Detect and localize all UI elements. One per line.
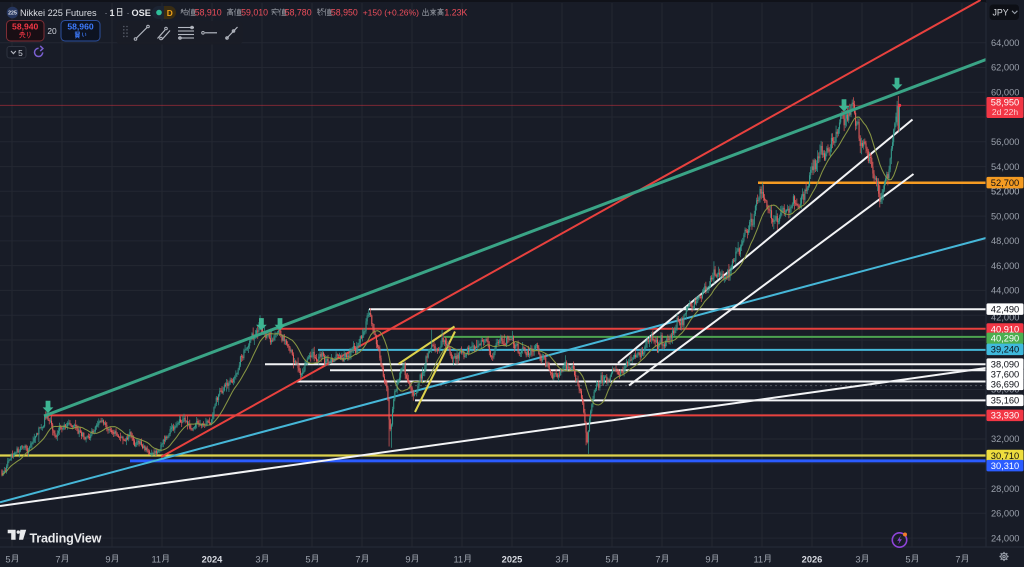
svg-text:50,000: 50,000 bbox=[991, 211, 1019, 221]
svg-text:42,000: 42,000 bbox=[991, 312, 1019, 322]
svg-text:11: 11 bbox=[753, 555, 763, 565]
svg-text:59,010: 59,010 bbox=[241, 8, 268, 18]
svg-text:60,000: 60,000 bbox=[991, 87, 1019, 97]
svg-text:·: · bbox=[127, 8, 130, 18]
svg-text:58,940: 58,940 bbox=[12, 22, 39, 32]
svg-text:2d 22h: 2d 22h bbox=[992, 107, 1019, 117]
svg-text:40,910: 40,910 bbox=[991, 324, 1019, 334]
svg-text:5: 5 bbox=[305, 555, 310, 565]
svg-text:64,000: 64,000 bbox=[991, 38, 1019, 48]
svg-text:28,000: 28,000 bbox=[991, 484, 1019, 494]
svg-text:11: 11 bbox=[453, 555, 463, 565]
svg-text:44,000: 44,000 bbox=[991, 286, 1019, 296]
svg-text:26,000: 26,000 bbox=[991, 509, 1019, 519]
svg-text:D: D bbox=[167, 8, 173, 18]
svg-text:2025: 2025 bbox=[502, 555, 523, 565]
svg-text:52,000: 52,000 bbox=[991, 187, 1019, 197]
svg-text:3: 3 bbox=[255, 555, 260, 565]
svg-text:48,000: 48,000 bbox=[991, 236, 1019, 246]
svg-text:35,160: 35,160 bbox=[991, 396, 1019, 406]
svg-text:58,780: 58,780 bbox=[285, 8, 312, 18]
svg-text:52,700: 52,700 bbox=[991, 178, 1019, 188]
svg-text:9: 9 bbox=[705, 555, 710, 565]
svg-text:46,000: 46,000 bbox=[991, 261, 1019, 271]
svg-text:24,000: 24,000 bbox=[991, 533, 1019, 543]
svg-text:9: 9 bbox=[405, 555, 410, 565]
svg-text:·: · bbox=[105, 8, 108, 18]
svg-text:5: 5 bbox=[905, 555, 910, 565]
svg-text:+150 (+0.26%): +150 (+0.26%) bbox=[363, 8, 419, 18]
svg-text:38,090: 38,090 bbox=[991, 360, 1019, 370]
svg-text:62,000: 62,000 bbox=[991, 63, 1019, 73]
svg-text:2024: 2024 bbox=[202, 555, 224, 565]
svg-text:7: 7 bbox=[655, 555, 660, 565]
svg-text:58,950: 58,950 bbox=[991, 98, 1019, 108]
svg-text:58,910: 58,910 bbox=[195, 8, 222, 18]
svg-text:54,000: 54,000 bbox=[991, 162, 1019, 172]
svg-text:56,000: 56,000 bbox=[991, 137, 1019, 147]
svg-text:7: 7 bbox=[955, 555, 960, 565]
svg-text:11: 11 bbox=[151, 555, 161, 565]
svg-text:5: 5 bbox=[605, 555, 610, 565]
svg-text:3: 3 bbox=[855, 555, 860, 565]
svg-text:3: 3 bbox=[555, 555, 560, 565]
svg-text:1: 1 bbox=[110, 8, 115, 18]
svg-text:225: 225 bbox=[8, 11, 17, 17]
svg-text:7: 7 bbox=[55, 555, 60, 565]
svg-text:30,710: 30,710 bbox=[991, 451, 1019, 461]
svg-text:52,000: 52,000 bbox=[991, 187, 1019, 197]
svg-text:36,690: 36,690 bbox=[991, 380, 1019, 390]
svg-text:30,310: 30,310 bbox=[991, 461, 1019, 471]
svg-text:TradingView: TradingView bbox=[30, 532, 102, 546]
svg-text:42,490: 42,490 bbox=[991, 305, 1019, 315]
svg-text:OSE: OSE bbox=[132, 8, 151, 18]
svg-text:7: 7 bbox=[355, 555, 360, 565]
svg-text:58,960: 58,960 bbox=[67, 22, 94, 32]
svg-text:5: 5 bbox=[5, 555, 10, 565]
svg-text:2026: 2026 bbox=[802, 555, 823, 565]
svg-text:58,950: 58,950 bbox=[331, 8, 358, 18]
svg-text:1.23K: 1.23K bbox=[444, 8, 467, 18]
svg-text:39,240: 39,240 bbox=[991, 345, 1019, 355]
svg-text:37,600: 37,600 bbox=[991, 370, 1019, 380]
svg-text:32,000: 32,000 bbox=[991, 434, 1019, 444]
svg-text:5: 5 bbox=[18, 48, 23, 58]
svg-text:33,930: 33,930 bbox=[991, 411, 1019, 421]
svg-text:40,290: 40,290 bbox=[991, 334, 1019, 344]
svg-text:Nikkei 225 Futures: Nikkei 225 Futures bbox=[20, 8, 97, 18]
svg-text:9: 9 bbox=[105, 555, 110, 565]
svg-text:20: 20 bbox=[47, 26, 57, 36]
svg-text:JPY: JPY bbox=[993, 8, 1009, 18]
